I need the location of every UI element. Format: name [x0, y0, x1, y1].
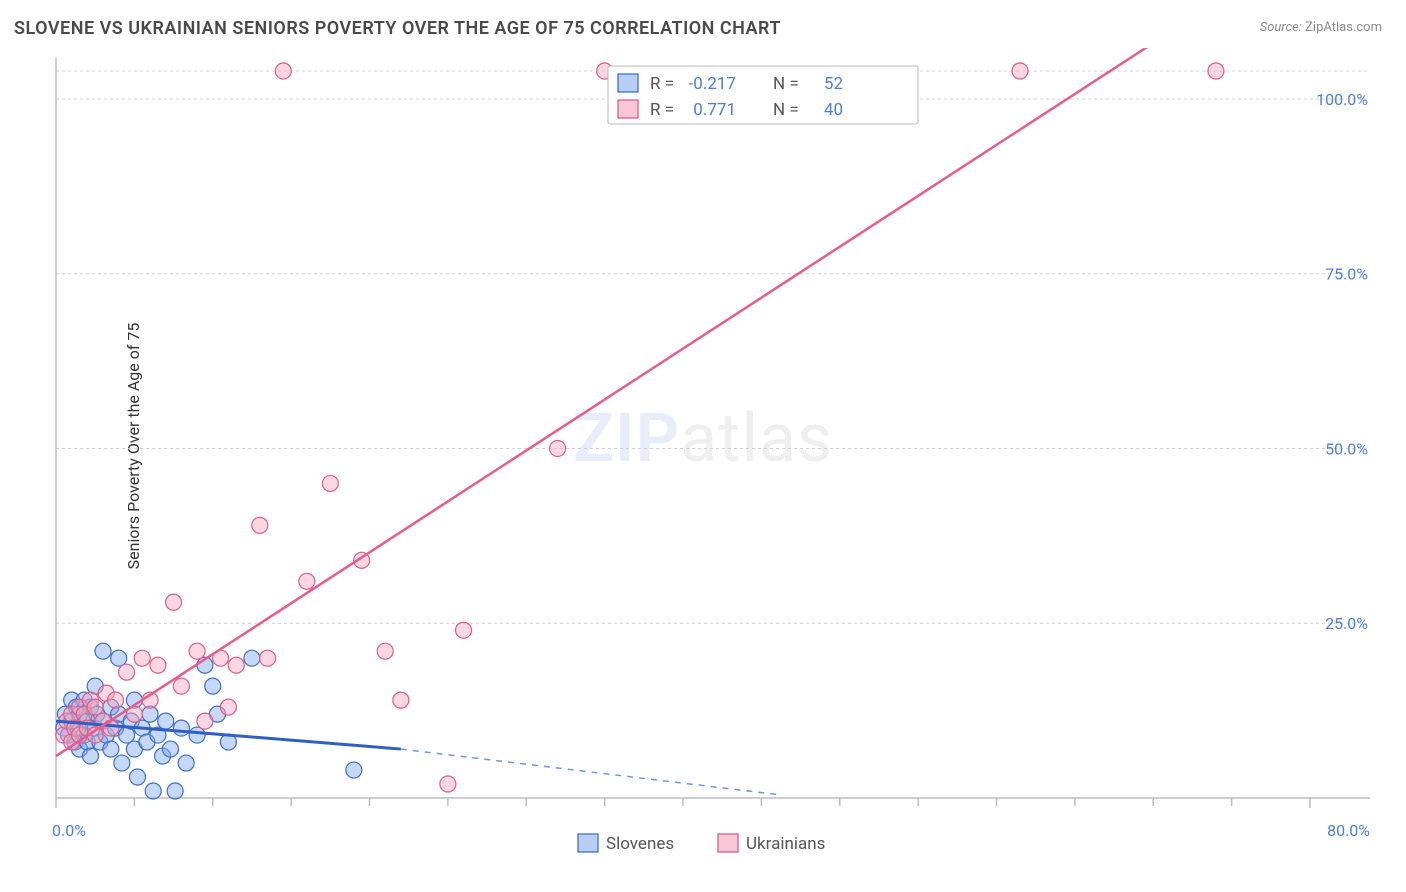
point-ukrainians [108, 692, 124, 708]
svg-text:75.0%: 75.0% [1325, 265, 1368, 284]
point-slovenes [114, 755, 130, 771]
svg-text:-0.217: -0.217 [689, 74, 736, 94]
point-ukrainians [550, 440, 566, 456]
point-ukrainians [260, 650, 276, 666]
point-ukrainians [166, 594, 182, 610]
source-label: Source: [1260, 20, 1302, 35]
correlation-scatter-chart: 0.0% 80.0% 25.0% 50.0% 75.0% 100.0% R = -0.217 N… [48, 48, 1388, 868]
point-ukrainians [299, 573, 315, 589]
point-slovenes [158, 713, 174, 729]
svg-text:40: 40 [824, 100, 843, 120]
point-slovenes [82, 748, 98, 764]
legend-swatch [718, 834, 738, 852]
point-slovenes [130, 769, 146, 785]
svg-text:0.771: 0.771 [693, 100, 736, 120]
svg-text:Ukrainians: Ukrainians [746, 834, 825, 854]
point-ukrainians [322, 475, 338, 491]
source-attribution: Source: ZipAtlas.com [1260, 20, 1382, 35]
point-ukrainians [456, 622, 472, 638]
legend-swatch [618, 100, 638, 118]
point-ukrainians [440, 776, 456, 792]
svg-text:N =: N = [773, 100, 799, 120]
point-ukrainians [103, 720, 119, 736]
series-legend: Slovenes Ukrainians [578, 834, 825, 854]
point-slovenes [205, 678, 221, 694]
point-slovenes [111, 650, 127, 666]
point-ukrainians [377, 643, 393, 659]
point-slovenes [189, 727, 205, 743]
point-slovenes [167, 783, 183, 799]
svg-text:R =: R = [650, 74, 674, 94]
trendline-slovenes-extrapolated [401, 749, 777, 794]
point-ukrainians [220, 699, 236, 715]
chart-title: SLOVENE VS UKRAINIAN SENIORS POVERTY OVE… [14, 18, 781, 39]
x-tick-labels: 0.0% 80.0% [52, 821, 1370, 840]
point-ukrainians [87, 699, 103, 715]
point-ukrainians [1208, 63, 1224, 79]
svg-text:R =: R = [650, 100, 674, 120]
point-ukrainians [1012, 63, 1028, 79]
legend-swatch [578, 834, 598, 852]
point-ukrainians [119, 664, 135, 680]
axes [56, 58, 1370, 808]
svg-text:52: 52 [824, 74, 843, 94]
scatter-points [56, 63, 1224, 799]
svg-text:80.0%: 80.0% [1327, 821, 1370, 840]
point-slovenes [178, 755, 194, 771]
point-ukrainians [275, 63, 291, 79]
legend-swatch [618, 74, 638, 92]
trendline-ukrainians [56, 48, 1153, 756]
svg-text:50.0%: 50.0% [1325, 439, 1368, 458]
point-ukrainians [197, 713, 213, 729]
point-ukrainians [150, 657, 166, 673]
point-slovenes [346, 762, 362, 778]
point-slovenes [162, 741, 178, 757]
point-slovenes [173, 720, 189, 736]
point-ukrainians [134, 650, 150, 666]
svg-text:Slovenes: Slovenes [606, 834, 674, 854]
point-slovenes [244, 650, 260, 666]
y-tick-labels: 25.0% 50.0% 75.0% 100.0% [1316, 90, 1368, 633]
svg-text:0.0%: 0.0% [52, 821, 86, 840]
point-ukrainians [228, 657, 244, 673]
point-ukrainians [393, 692, 409, 708]
point-slovenes [103, 741, 119, 757]
point-slovenes [95, 643, 111, 659]
point-slovenes [145, 783, 161, 799]
source-value: ZipAtlas.com [1305, 20, 1382, 35]
point-ukrainians [252, 517, 268, 533]
stats-legend: R = -0.217 N = 52 R = 0.771 N = 40 [608, 66, 918, 124]
gridlines [56, 71, 1370, 623]
svg-text:100.0%: 100.0% [1316, 90, 1368, 109]
svg-text:25.0%: 25.0% [1325, 614, 1368, 633]
svg-text:N =: N = [773, 74, 799, 94]
point-ukrainians [173, 678, 189, 694]
trend-lines [56, 48, 1153, 795]
point-ukrainians [189, 643, 205, 659]
